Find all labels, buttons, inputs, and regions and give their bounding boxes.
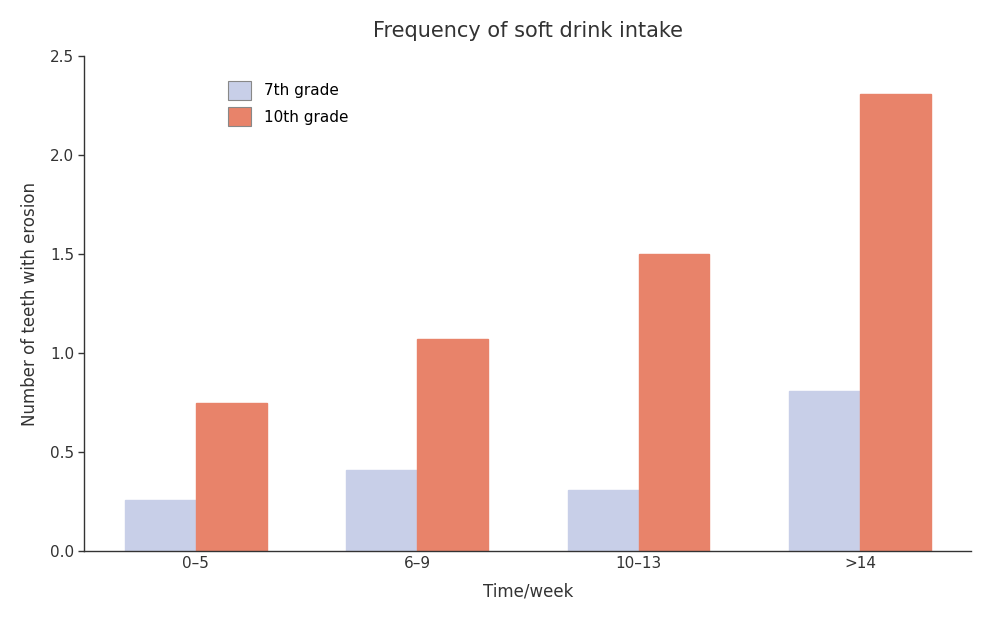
Legend: 7th grade, 10th grade: 7th grade, 10th grade	[216, 69, 360, 138]
Title: Frequency of soft drink intake: Frequency of soft drink intake	[373, 21, 682, 41]
Bar	[789, 391, 860, 551]
Bar	[567, 490, 639, 551]
Bar	[417, 339, 488, 551]
Bar	[195, 403, 267, 551]
Bar	[639, 254, 709, 551]
Bar	[125, 500, 195, 551]
Bar	[860, 94, 930, 551]
Y-axis label: Number of teeth with erosion: Number of teeth with erosion	[21, 182, 39, 426]
Bar	[346, 470, 417, 551]
X-axis label: Time/week: Time/week	[483, 582, 573, 600]
